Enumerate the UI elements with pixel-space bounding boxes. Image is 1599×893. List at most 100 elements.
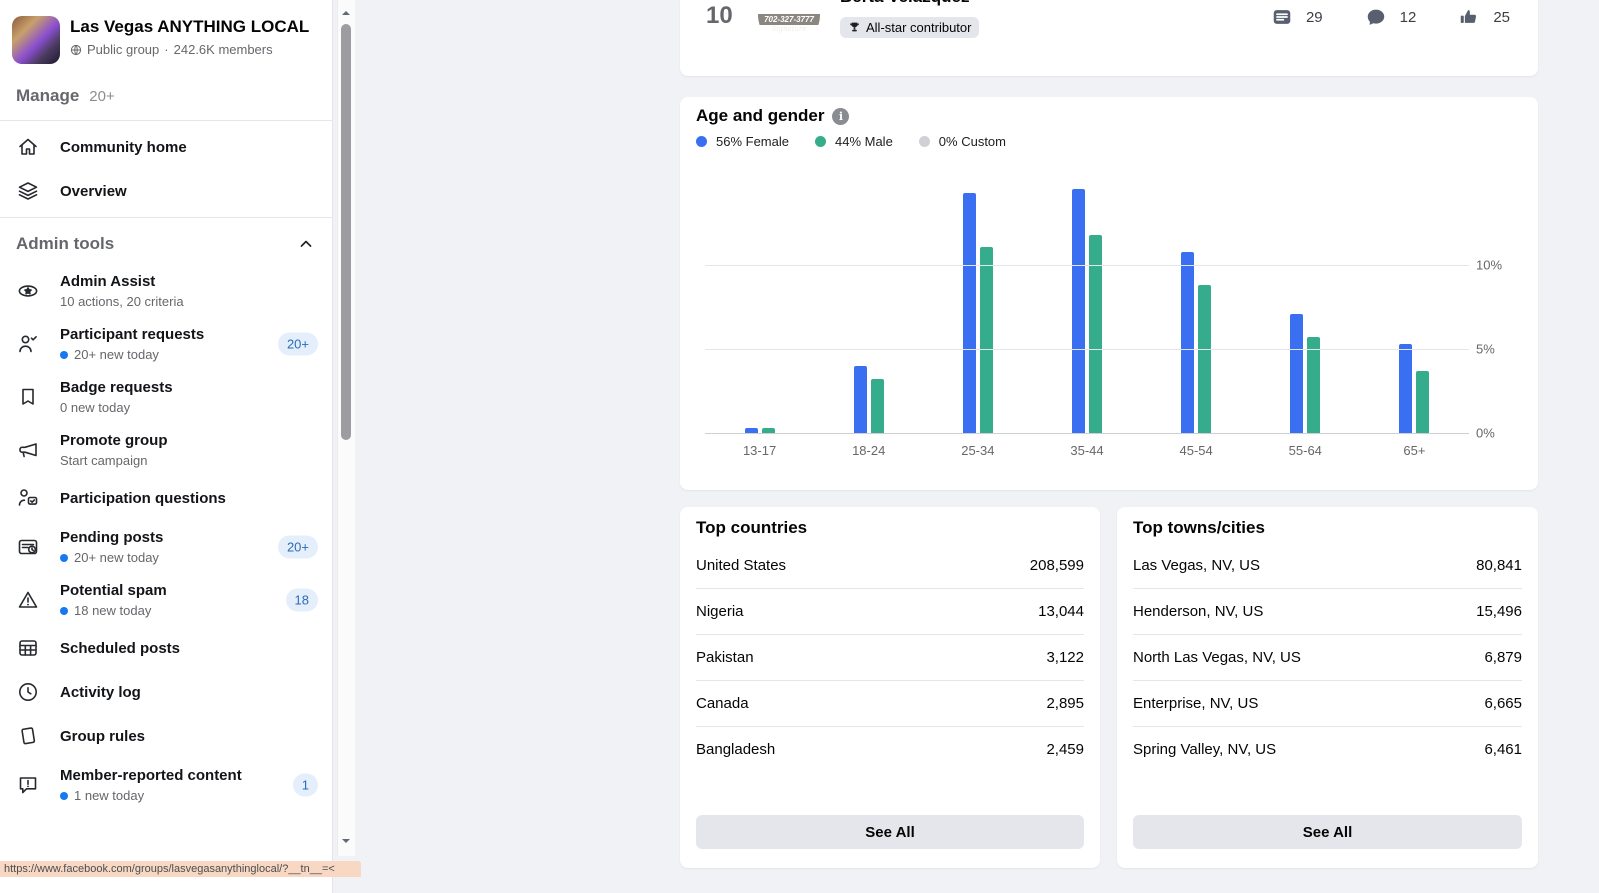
count-badge: 20+: [277, 535, 318, 558]
x-axis-label: 35-44: [1070, 443, 1104, 458]
x-axis-label: 65+: [1403, 443, 1426, 458]
scroll-down-icon[interactable]: [341, 836, 351, 846]
comment-icon: [1365, 6, 1387, 28]
sidebar-item-label: Potential spam: [60, 582, 167, 599]
list-item-value: 13,044: [1038, 603, 1084, 620]
list-item: Spring Valley, NV, US 6,461: [1133, 727, 1522, 772]
group-members-count: 242.6K members: [173, 42, 273, 57]
x-axis-label: 13-17: [742, 443, 777, 458]
sidebar-item-promote-group[interactable]: Promote group Start campaign: [0, 423, 332, 476]
sidebar-item-badge-requests[interactable]: Badge requests 0 new today: [0, 370, 332, 423]
list-item: North Las Vegas, NV, US 6,879: [1133, 635, 1522, 681]
contributor-name[interactable]: Berta Velazquez: [840, 0, 969, 7]
gridline: [705, 433, 1469, 434]
bar-male-55-64: [1307, 337, 1321, 433]
admin-tools-nav: Admin Assist 10 actions, 20 criteria Parti…: [0, 264, 332, 811]
avatar-subcaption: Signature: [771, 25, 807, 33]
avatar-caption: 702-327-3777: [758, 14, 820, 25]
group-name[interactable]: Las Vegas ANYTHING LOCAL: [70, 17, 310, 36]
top-contributor-card: 10 702-327-3777 Signature Berta Velazque…: [680, 0, 1538, 76]
sidebar-item-label: Group rules: [60, 727, 146, 745]
list-item-label: United States: [696, 557, 787, 574]
admin-assist-icon: [16, 279, 40, 303]
list-item-label: Henderson, NV, US: [1133, 603, 1264, 620]
x-axis-label: 18-24: [852, 443, 886, 458]
stat-value: 29: [1305, 8, 1323, 26]
stat-value: 25: [1493, 8, 1510, 26]
info-icon[interactable]: i: [832, 107, 850, 125]
sidebar-item-admin-assist[interactable]: Admin Assist 10 actions, 20 criteria: [0, 264, 332, 317]
sidebar-item-participation-questions[interactable]: Participation questions: [0, 476, 332, 520]
sidebar-item-label: Activity log: [60, 683, 141, 701]
sidebar-item-sub: 20+ new today: [60, 550, 163, 565]
list-item-value: 2,895: [1046, 695, 1084, 712]
count-badge: 1: [292, 773, 318, 796]
sidebar-item-scheduled-posts[interactable]: Scheduled posts: [0, 626, 332, 670]
scrollbar-thumb[interactable]: [341, 24, 351, 440]
bar-female-18-24: [853, 365, 867, 433]
person-check-icon: [16, 332, 40, 356]
top-countries-card: Top countries United States 208,599 Nigeri…: [680, 507, 1100, 868]
list-item-value: 2,459: [1046, 741, 1084, 758]
meta-separator: ·: [164, 42, 169, 57]
sidebar-item-label: Pending posts: [60, 529, 164, 546]
posts-icon: [1271, 6, 1293, 28]
calendar-icon: [16, 636, 40, 660]
bar-female-45-54: [1181, 251, 1195, 433]
y-axis-tick: 10%: [1476, 257, 1503, 273]
scroll-up-icon[interactable]: [341, 8, 351, 18]
top-countries-list: United States 208,599 Nigeria 13,044 Pakista…: [696, 543, 1084, 772]
divider: [0, 217, 332, 218]
gridline: [705, 349, 1469, 350]
group-avatar[interactable]: [12, 16, 60, 64]
stat-comment: 12: [1365, 6, 1416, 28]
all-star-badge: All-star contributor: [840, 17, 980, 38]
report-icon: [16, 773, 40, 797]
bar-female-55-64: [1290, 313, 1304, 433]
see-all-countries-button[interactable]: See All: [696, 815, 1084, 849]
contributor-avatar[interactable]: 702-327-3777 Signature: [758, 0, 820, 46]
new-dot: [60, 606, 68, 615]
sidebar-item-pending-posts[interactable]: Pending posts 20+ new today 20+: [0, 520, 332, 573]
sidebar-item-label: Member-reported content: [60, 767, 242, 784]
sidebar-item-member-reported-content[interactable]: Member-reported content 1 new today 1: [0, 758, 332, 811]
age-gender-plot: [705, 157, 1469, 433]
sidebar-item-potential-spam[interactable]: Potential spam 18 new today 18: [0, 573, 332, 626]
top-cities-title: Top towns/cities: [1133, 518, 1265, 537]
new-dot: [60, 791, 68, 800]
list-item-label: Pakistan: [696, 649, 754, 666]
sidebar-item-activity-log[interactable]: Activity log: [0, 670, 332, 714]
list-item-value: 6,461: [1484, 741, 1522, 758]
y-axis-tick: 0%: [1476, 425, 1495, 441]
legend-item: 56% Female: [696, 134, 789, 149]
sidebar-item-label: Participant requests: [60, 326, 205, 343]
stat-like: 25: [1458, 6, 1510, 28]
badge-icon: [16, 385, 40, 409]
sidebar-item-participant-requests[interactable]: Participant requests 20+ new today 20+: [0, 317, 332, 370]
list-item-label: Enterprise, NV, US: [1133, 695, 1259, 712]
list-item-label: Nigeria: [696, 603, 744, 620]
list-item-value: 15,496: [1476, 603, 1522, 620]
list-item: Las Vegas, NV, US 80,841: [1133, 543, 1522, 589]
legend-dot: [814, 136, 826, 147]
sidebar-item-label: Promote group: [60, 432, 168, 449]
list-item-label: Canada: [696, 695, 749, 712]
list-item: Canada 2,895: [696, 681, 1084, 727]
sidebar-item-community-home[interactable]: Community home: [0, 125, 332, 169]
sidebar-item-sub: 0 new today: [60, 400, 131, 415]
sidebar-scrollbar[interactable]: [337, 0, 355, 856]
bar-female-35-44: [1072, 189, 1085, 433]
trophy-icon: [848, 21, 861, 34]
admin-tools-header[interactable]: Admin tools: [0, 222, 332, 264]
group-header[interactable]: Las Vegas ANYTHING LOCAL Public group · …: [0, 0, 332, 74]
sidebar-item-overview[interactable]: Overview: [0, 169, 332, 213]
bar-male-25-34: [979, 246, 993, 433]
chevron-up-icon[interactable]: [296, 234, 316, 254]
bar-male-45-54: [1198, 285, 1212, 433]
contributor-rank: 10: [706, 2, 733, 29]
sidebar-item-group-rules[interactable]: Group rules: [0, 714, 332, 758]
list-item-value: 3,122: [1046, 649, 1084, 666]
bar-female-25-34: [962, 192, 976, 433]
top-cities-list: Las Vegas, NV, US 80,841 Henderson, NV, US…: [1133, 543, 1522, 772]
see-all-cities-button[interactable]: See All: [1133, 815, 1522, 849]
